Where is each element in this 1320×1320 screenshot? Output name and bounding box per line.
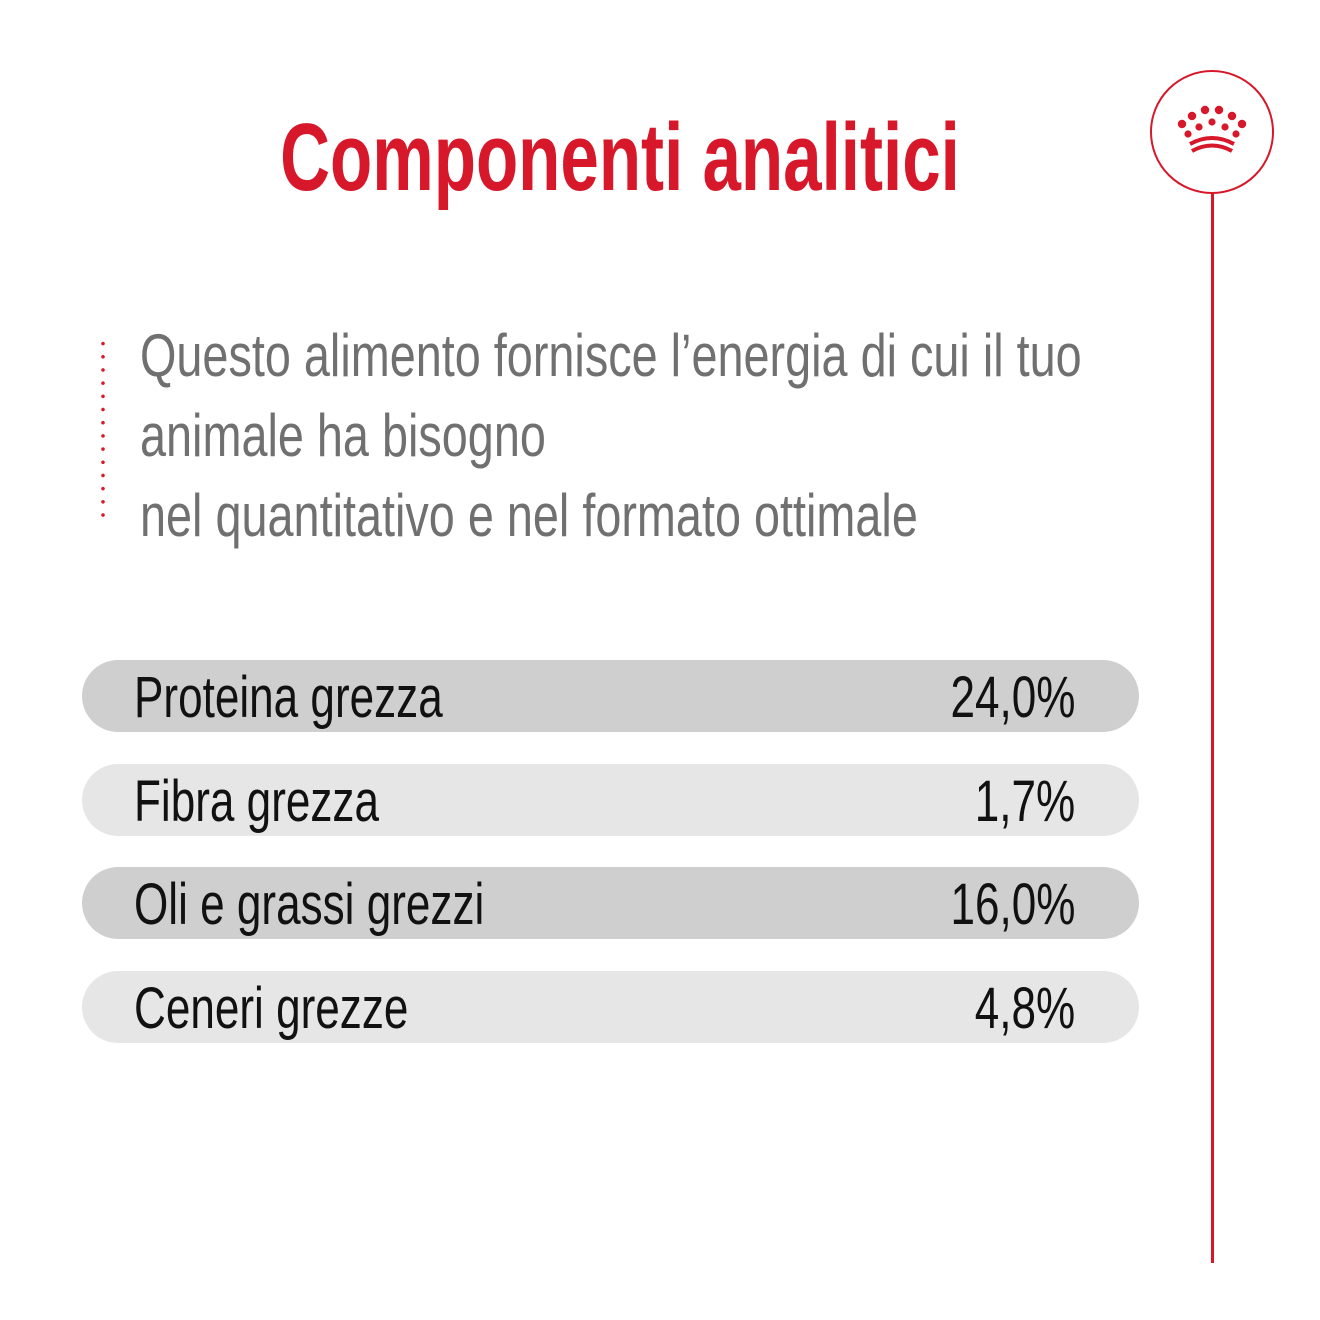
component-label: Fibra grezza: [134, 768, 379, 834]
component-row-oli: Oli e grassi grezzi 16,0%: [82, 867, 1139, 939]
component-row-proteina: Proteina grezza 24,0%: [82, 660, 1139, 732]
component-label: Ceneri grezze: [134, 975, 409, 1041]
component-label: Oli e grassi grezzi: [134, 872, 485, 937]
accent-vertical-line: [1211, 193, 1214, 1263]
dotted-accent-line: [101, 337, 105, 523]
page-title: Componenti analitici: [280, 104, 960, 211]
description-line: nel quantitativo e nel formato ottimale: [140, 482, 918, 549]
component-row-ceneri: Ceneri grezze 4,8%: [82, 970, 1139, 1043]
component-value: 16,0%: [950, 872, 1075, 937]
component-row-fibra: Fibra grezza 1,7%: [82, 763, 1139, 836]
component-label: Proteina grezza: [134, 665, 443, 730]
description: Questo alimento fornisce l’energia di cu…: [140, 316, 1082, 556]
components-table: Proteina grezza 24,0% Fibra grezza 1,7% …: [82, 660, 1139, 1074]
component-value: 24,0%: [950, 665, 1075, 730]
description-line: Questo alimento fornisce l’energia di cu…: [140, 322, 1082, 389]
component-value: 1,7%: [974, 768, 1075, 834]
description-line: animale ha bisogno: [140, 402, 546, 469]
brand-logo: [1150, 70, 1274, 194]
component-value: 4,8%: [974, 975, 1075, 1041]
crown-icon: [1177, 105, 1247, 153]
